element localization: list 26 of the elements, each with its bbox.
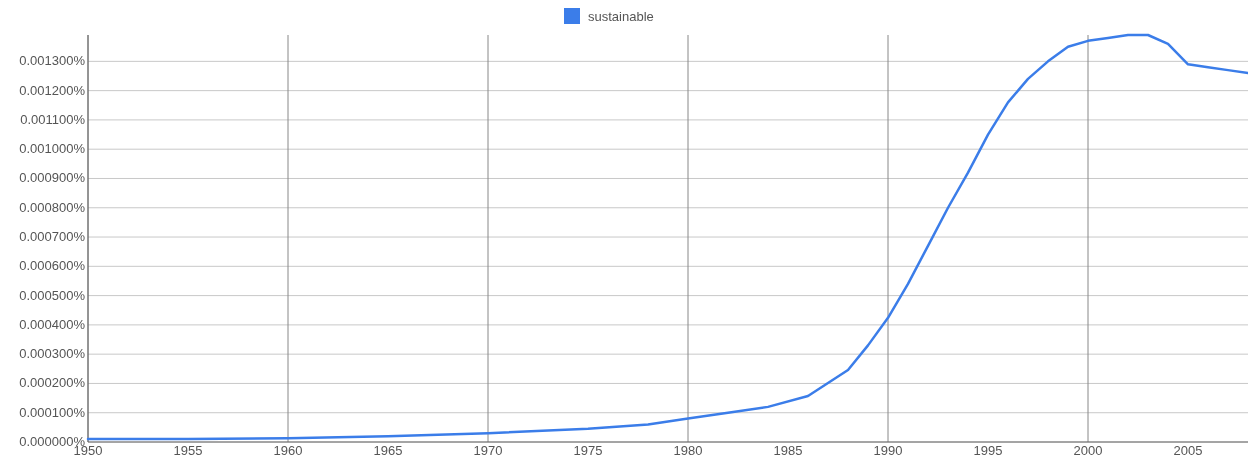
x-tick-label: 2005 — [1173, 443, 1203, 458]
y-tick-label: 0.000900% — [19, 170, 86, 186]
x-tick-label: 1990 — [873, 443, 903, 458]
y-tick-label: 0.000500% — [19, 287, 86, 303]
legend-label: sustainable — [588, 9, 654, 24]
y-tick-label: 0.001200% — [19, 82, 86, 98]
x-tick-label: 1995 — [973, 443, 1003, 458]
x-tick-label: 1970 — [473, 443, 503, 458]
x-tick-label: 1980 — [673, 443, 703, 458]
y-tick-label: 0.000400% — [19, 316, 86, 332]
y-tick-label: 0.001000% — [19, 141, 86, 157]
x-tick-label: 1960 — [273, 443, 303, 458]
x-tick-label: 1975 — [573, 443, 603, 458]
x-tick-label: 1955 — [173, 443, 203, 458]
y-tick-label: 0.000100% — [19, 404, 86, 420]
y-tick-label: 0.001300% — [19, 53, 86, 69]
line-series — [86, 33, 1248, 441]
x-tick-label: 1985 — [773, 443, 803, 458]
x-tick-label: 1965 — [373, 443, 403, 458]
y-tick-label: 0.000700% — [19, 229, 86, 245]
y-tick-label: 0.000300% — [19, 346, 86, 362]
y-tick-label: 0.000200% — [19, 375, 86, 391]
y-tick-label: 0.001100% — [20, 111, 86, 127]
y-tick-label: 0.000600% — [19, 258, 86, 274]
x-tick-label: 2000 — [1073, 443, 1103, 458]
y-tick-label: 0.000800% — [19, 199, 86, 215]
